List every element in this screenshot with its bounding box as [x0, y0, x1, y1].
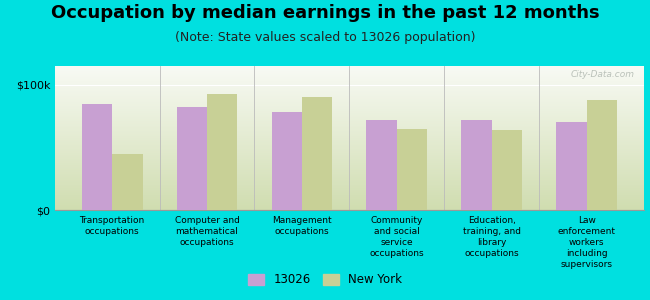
Bar [586, 100, 617, 210]
Bar [207, 94, 237, 210]
Text: Occupation by median earnings in the past 12 months: Occupation by median earnings in the pas… [51, 4, 599, 22]
Bar [177, 107, 207, 210]
Bar [462, 120, 491, 210]
Bar [272, 112, 302, 210]
Bar [367, 120, 396, 210]
Bar [302, 97, 332, 210]
Bar [396, 129, 427, 210]
Legend: 13026, New York: 13026, New York [243, 269, 407, 291]
Bar [82, 103, 112, 210]
Text: City-Data.com: City-Data.com [571, 70, 634, 79]
Bar [112, 154, 142, 210]
Bar [491, 130, 522, 210]
Bar [556, 122, 586, 210]
Text: (Note: State values scaled to 13026 population): (Note: State values scaled to 13026 popu… [175, 32, 475, 44]
